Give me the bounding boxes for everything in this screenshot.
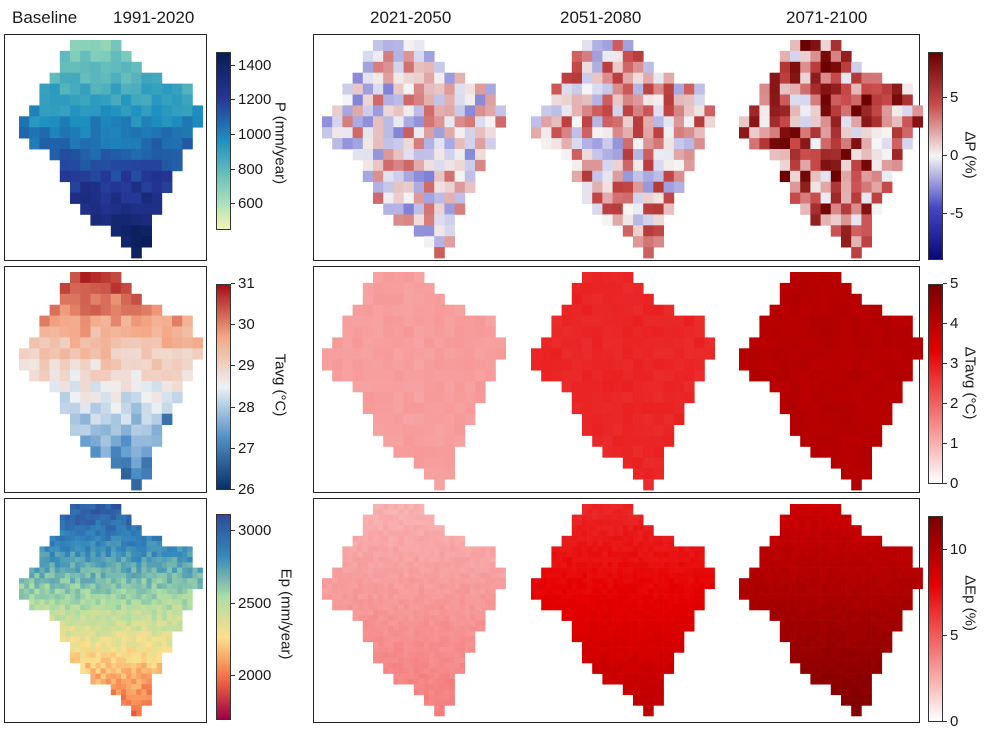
t-colorbar-tick: 26 <box>231 481 255 498</box>
p-colorbar-label: P (mm/year) <box>271 101 289 185</box>
temp-change-2071-2100-map <box>739 272 923 491</box>
p-colorbar <box>216 52 231 230</box>
ep-change-2021-2050-map <box>322 504 506 717</box>
dt-colorbar-tick: 2 <box>942 395 959 412</box>
dp-colorbar <box>928 52 943 260</box>
temp-change-2051-2080-map <box>531 272 715 491</box>
dep-colorbar-label: ΔEp (%) <box>961 575 979 631</box>
ep-colorbar <box>216 514 231 720</box>
p-colorbar-tick: 1400 <box>230 56 272 74</box>
period2-title: 2051-2080 <box>560 8 642 27</box>
dt-colorbar-tick: 5 <box>942 275 959 292</box>
baseline-period-title: 1991-2020 <box>113 8 195 27</box>
period3-title: 2071-2100 <box>786 8 868 27</box>
p-colorbar-tick: 1200 <box>230 91 272 109</box>
dtavg-colorbar <box>928 284 943 484</box>
precip-change-2071-2100-map <box>739 40 923 259</box>
dp-colorbar-tick: 0 <box>942 147 959 164</box>
dep-colorbar-tick: 0 <box>942 713 959 730</box>
baseline-precipitation-map <box>19 40 203 259</box>
ep-colorbar-tick: 3000 <box>230 522 272 540</box>
baseline-title: Baseline <box>12 8 78 27</box>
baseline-temperature-map <box>19 272 203 491</box>
ep-colorbar-tick: 2000 <box>230 667 272 685</box>
p-colorbar-tick: 600 <box>230 195 264 213</box>
dt-colorbar-tick: 0 <box>942 475 959 492</box>
ep-change-2051-2080-map <box>531 504 715 717</box>
p-colorbar-tick: 1000 <box>230 125 272 143</box>
dt-colorbar-tick: 1 <box>942 435 959 452</box>
temp-change-2021-2050-map <box>322 272 506 491</box>
dp-colorbar-tick: 5 <box>942 89 959 107</box>
t-colorbar-tick: 27 <box>231 439 255 457</box>
ep-colorbar-tick: 2500 <box>230 594 272 612</box>
dp-colorbar-label: ΔP (%) <box>961 131 979 179</box>
ep-change-2071-2100-map <box>739 504 923 717</box>
dep-colorbar-tick: 10 <box>943 541 967 559</box>
t-colorbar-tick: 29 <box>231 357 255 375</box>
ep-colorbar-label: Ep (mm/year) <box>277 568 295 660</box>
tavg-colorbar <box>216 284 231 490</box>
period1-title: 2021-2050 <box>370 8 452 27</box>
dtavg-colorbar-label: ΔTavg (°C) <box>961 346 979 420</box>
t-colorbar-tick: 30 <box>231 316 255 334</box>
p-colorbar-tick: 800 <box>230 160 264 178</box>
dt-colorbar-tick: 4 <box>942 315 959 332</box>
t-colorbar-tick: 28 <box>231 398 255 416</box>
t-colorbar-tick: 31 <box>231 275 255 292</box>
precip-change-2051-2080-map <box>531 40 715 259</box>
dt-colorbar-tick: 3 <box>942 355 959 372</box>
baseline-evaporation-map <box>19 504 203 717</box>
dep-colorbar <box>928 516 943 722</box>
precip-change-2021-2050-map <box>322 40 506 259</box>
dep-colorbar-tick: 5 <box>942 627 959 645</box>
dp-colorbar-tick: -5 <box>942 204 964 222</box>
tavg-colorbar-label: Tavg (°C) <box>271 353 289 417</box>
